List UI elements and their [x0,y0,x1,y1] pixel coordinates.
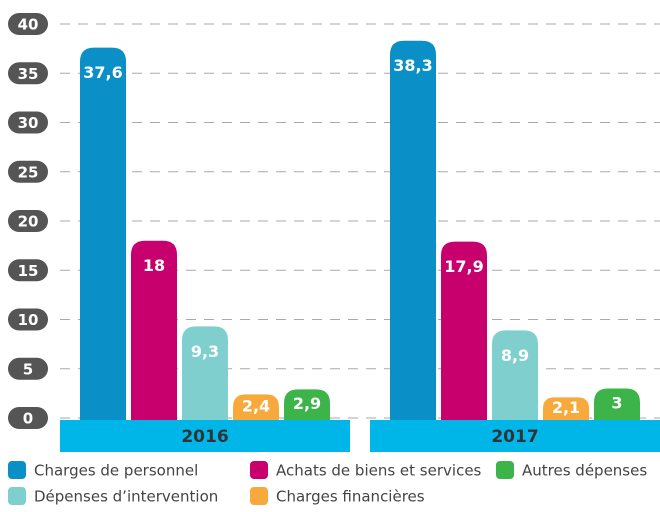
legend-label: Charges de personnel [34,462,198,480]
y-tick-pill [8,111,48,134]
value-label: 2,9 [293,394,321,413]
y-tick-label: 0 [23,410,33,428]
value-label: 8,9 [501,346,529,365]
y-tick-label: 25 [18,163,39,181]
y-tick-label: 15 [18,262,39,280]
bar [441,241,487,420]
y-tick-label: 5 [23,360,33,378]
y-tick-pill [8,357,48,380]
category-band [60,420,350,452]
legend-swatch [8,487,26,505]
y-tick-pill [8,13,48,35]
bar [131,240,177,420]
y-tick-pill [8,407,48,429]
y-tick-pill [8,259,48,282]
y-tick-pill [8,308,48,331]
x-tick-label: 2017 [491,427,538,447]
bar [80,47,126,420]
legend-label: Autres dépenses [522,462,647,480]
y-tick-pill [8,62,48,85]
value-label: 9,3 [191,342,219,361]
y-tick-pill [8,160,48,183]
bar [543,397,589,420]
value-label: 3 [611,394,622,413]
legend-swatch [250,461,268,479]
legend-label: Dépenses d’intervention [34,488,218,506]
value-label: 37,6 [83,63,122,82]
category-band [370,420,660,452]
x-tick-label: 2016 [181,427,228,447]
value-label: 18 [143,256,165,275]
bar [182,326,228,420]
bar [390,40,436,421]
value-label: 38,3 [393,56,432,75]
legend-swatch [496,461,514,479]
value-label: 2,1 [552,398,580,417]
y-tick-label: 20 [18,213,39,231]
y-tick-label: 30 [18,114,39,132]
legend-label: Achats de biens et services [276,462,482,480]
y-tick-pill [8,210,48,232]
y-tick-label: 40 [18,16,39,34]
legend-label: Charges financières [276,488,425,506]
bar [284,389,330,420]
bar [594,388,640,420]
value-label: 17,9 [444,257,483,276]
legend-swatch [8,461,26,479]
bar [492,330,538,420]
bar [233,394,279,420]
legend-swatch [250,487,268,505]
y-tick-label: 10 [18,311,39,329]
value-label: 2,4 [242,397,270,416]
y-tick-label: 35 [18,65,39,83]
